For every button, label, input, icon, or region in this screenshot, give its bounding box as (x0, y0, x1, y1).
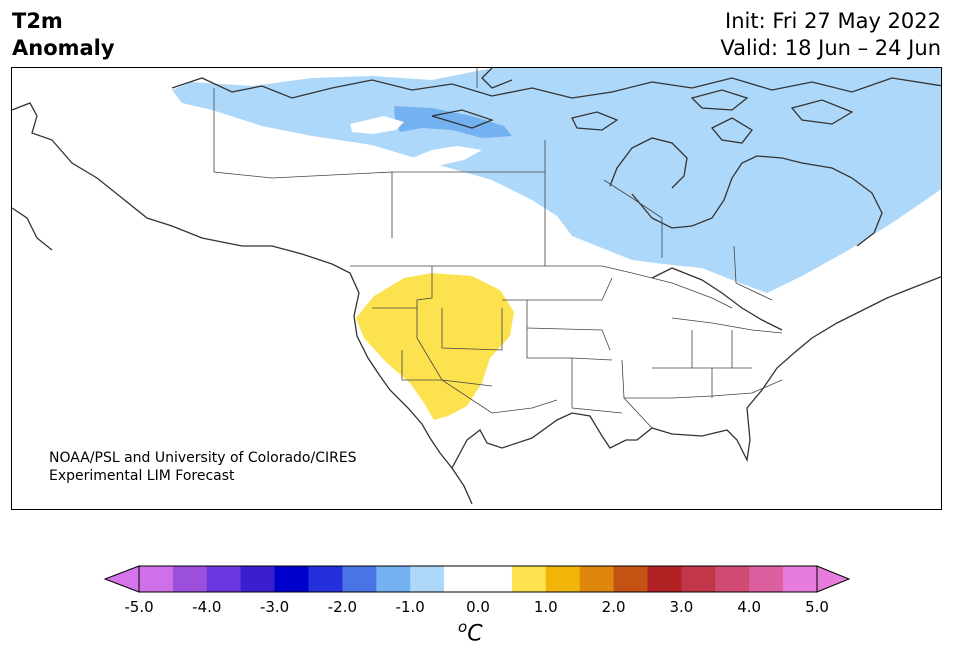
colorbar-tick-label: -3.0 (259, 598, 290, 616)
colorbar-cell (274, 566, 309, 592)
map-panel (11, 67, 942, 510)
colorbar (103, 565, 851, 593)
unit-degree: o (458, 618, 468, 636)
colorbar-over-arrow (816, 565, 851, 593)
colorbar-cell (478, 566, 513, 592)
title-line-1: T2m (12, 9, 63, 33)
colorbar-tick-label: 2.0 (601, 598, 626, 616)
credit-text: NOAA/PSL and University of Colorado/CIRE… (49, 449, 357, 485)
colorbar-cell (172, 566, 208, 592)
lake-white-2 (407, 146, 482, 168)
colorbar-cell (206, 566, 242, 592)
colorbar-tick-label: 4.0 (737, 598, 762, 616)
valid-date-range: Valid: 18 Jun – 24 Jun (720, 36, 941, 60)
credit-line-2: Experimental LIM Forecast (49, 468, 235, 484)
north-america-map (12, 68, 941, 505)
colorbar-under-arrow (103, 565, 140, 593)
colorbar-cell (613, 566, 648, 592)
colorbar-cell (511, 566, 547, 592)
colorbar-tick-label: 5.0 (805, 598, 829, 616)
colorbar-tick-label: -2.0 (327, 598, 358, 616)
colorbar-cell (647, 566, 682, 592)
colorbar-cells (103, 565, 851, 593)
title-line-2: Anomaly (12, 36, 115, 60)
colorbar-outline (138, 565, 818, 593)
init-date: Init: Fri 27 May 2022 (725, 9, 941, 33)
unit-letter: C (467, 621, 483, 647)
warm-anomaly-southwest-us (356, 273, 514, 420)
colorbar-cell (749, 566, 784, 592)
colorbar-tick-label: -5.0 (124, 598, 154, 616)
colorbar-cell (410, 566, 445, 592)
colorbar-cell (545, 566, 581, 592)
borders (213, 68, 783, 429)
colorbar-cell (308, 566, 343, 592)
coastlines (12, 68, 941, 505)
colorbar-cell (444, 566, 479, 592)
colorbar-cell (139, 566, 174, 592)
lake-white-1 (350, 116, 404, 134)
colorbar-cell (579, 566, 615, 592)
credit-line-1: NOAA/PSL and University of Colorado/CIRE… (49, 450, 357, 466)
colorbar-cell (715, 566, 750, 592)
colorbar-tick-label: 3.0 (669, 598, 694, 616)
colorbar-cell (240, 566, 276, 592)
cool-anomaly-canada (12, 68, 941, 293)
colorbar-cell (376, 566, 411, 592)
colorbar-tick-label: 0.0 (466, 598, 490, 616)
colorbar-cell (681, 566, 716, 592)
colorbar-cell (783, 566, 818, 592)
colorbar-tick-label: -4.0 (192, 598, 222, 616)
colorbar-tick-label: -1.0 (395, 598, 425, 616)
colorbar-unit: oC (458, 618, 483, 646)
colorbar-tick-label: 1.0 (533, 598, 558, 616)
date-info: Init: Fri 27 May 2022 Valid: 18 Jun – 24… (720, 8, 941, 62)
map-title: T2m Anomaly (12, 8, 115, 62)
colorbar-cell (342, 566, 377, 592)
